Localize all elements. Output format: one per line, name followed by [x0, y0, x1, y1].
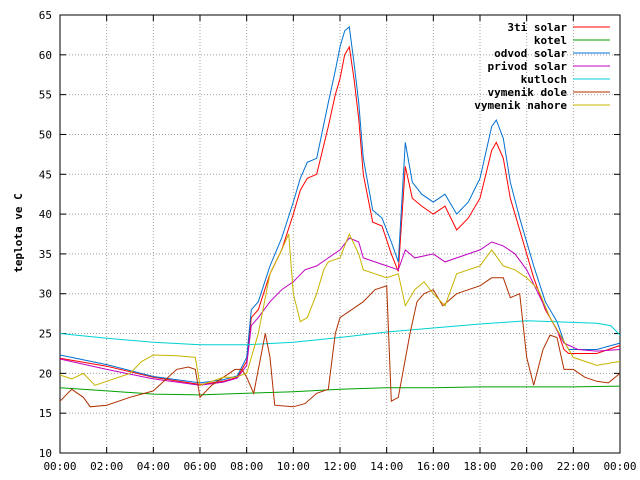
y-tick-label: 65 — [39, 9, 52, 22]
legend-label: kotel — [534, 34, 567, 47]
y-tick-label: 55 — [39, 89, 52, 102]
series-lines — [59, 25, 621, 408]
series-line-vymenik-nahore — [59, 232, 621, 386]
y-tick-label: 35 — [39, 248, 52, 261]
y-tick-label: 10 — [39, 447, 52, 460]
y-tick-label: 25 — [39, 328, 52, 341]
legend-label: odvod solar — [494, 47, 567, 60]
grid — [59, 14, 621, 454]
series-line-privod-solar — [59, 237, 621, 386]
x-tick-label: 02:00 — [90, 460, 123, 473]
y-tick-label: 50 — [39, 128, 52, 141]
legend-label: privod solar — [488, 60, 568, 73]
x-tick-label: 12:00 — [323, 460, 356, 473]
series-line-odvod-solar — [59, 25, 621, 384]
x-tick-label: 06:00 — [183, 460, 216, 473]
x-tick-label: 04:00 — [137, 460, 170, 473]
y-tick-label: 30 — [39, 288, 52, 301]
series-line-kutloch — [59, 320, 621, 346]
x-tick-label: 18:00 — [463, 460, 496, 473]
x-tick-label: 10:00 — [277, 460, 310, 473]
x-tick-label: 08:00 — [230, 460, 263, 473]
y-tick-label: 60 — [39, 49, 52, 62]
legend-label: 3ti solar — [507, 21, 567, 34]
x-tick-label: 22:00 — [557, 460, 590, 473]
x-tick-label: 20:00 — [510, 460, 543, 473]
x-tick-label: 16:00 — [417, 460, 450, 473]
y-tick-label: 20 — [39, 367, 52, 380]
y-axis-label: teplota ve C — [12, 193, 25, 272]
x-axis-ticks: 00:00 02:00 04:00 06:00 08:00 10:00 12:00 14:00… — [43, 15, 637, 473]
x-tick-label: 00:00 — [603, 460, 636, 473]
series-line-3ti-solar — [59, 45, 621, 386]
legend-label: vymenik nahore — [474, 99, 567, 112]
series-line-vymenik-dole — [59, 277, 621, 408]
y-tick-label: 15 — [39, 407, 52, 420]
x-tick-label: 14:00 — [370, 460, 403, 473]
legend-label: kutloch — [521, 73, 567, 86]
x-tick-label: 00:00 — [43, 460, 76, 473]
y-tick-label: 40 — [39, 208, 52, 221]
y-tick-label: 45 — [39, 168, 52, 181]
series-line-kotel — [59, 385, 621, 396]
legend-label: vymenik dole — [488, 86, 568, 99]
y-axis-ticks: 10 15 20 25 30 35 40 45 50 55 60 65 — [39, 9, 620, 460]
